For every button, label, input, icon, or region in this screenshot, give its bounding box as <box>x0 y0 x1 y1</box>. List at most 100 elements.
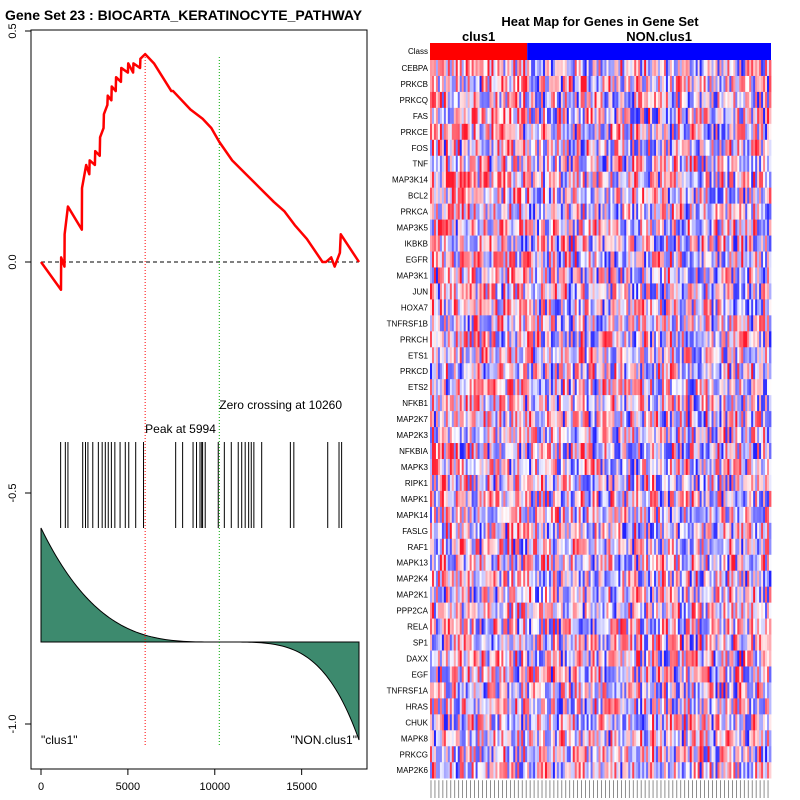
heatmap-cell <box>570 91 574 109</box>
heatmap-cell <box>699 267 703 284</box>
heatmap-cell <box>552 490 556 508</box>
heatmap-cell <box>535 363 538 380</box>
heatmap-cell <box>580 506 584 524</box>
heatmap-cell <box>747 283 750 300</box>
heatmap-cell <box>628 474 631 492</box>
heatmap-cell <box>695 379 699 396</box>
heatmap-cell <box>757 474 760 492</box>
heatmap-cell <box>592 187 595 204</box>
heatmap-cell <box>650 283 653 300</box>
heatmap-cell <box>431 411 435 428</box>
heatmap-cell <box>727 139 730 157</box>
heatmap-cell <box>548 219 552 236</box>
heatmap-cell <box>560 155 564 173</box>
heatmap-cell <box>715 395 718 412</box>
heatmap-cell <box>586 60 589 77</box>
heatmap-cell <box>703 60 706 77</box>
heatmap-cell <box>544 155 548 173</box>
heatmap-cell <box>622 490 625 508</box>
heatmap-cell <box>719 187 722 204</box>
heatmap-cell <box>535 299 538 316</box>
heatmap-cell <box>723 267 726 284</box>
heatmap-cell <box>594 60 597 77</box>
heatmap-cell <box>667 443 671 460</box>
heatmap-cell <box>634 315 637 332</box>
heatmap-cell <box>753 60 756 77</box>
heatmap-cell <box>683 411 687 428</box>
heatmap-cell <box>580 331 584 348</box>
heatmap-cell <box>535 60 538 77</box>
heatmap-cell <box>469 315 473 332</box>
heatmap-cell <box>596 283 599 300</box>
heatmap-cell <box>749 490 752 508</box>
heatmap-cell <box>487 235 490 252</box>
heatmap-cell <box>594 107 597 125</box>
heatmap-cell <box>683 123 687 141</box>
heatmap-cell <box>683 363 687 380</box>
heatmap-cell <box>661 427 665 444</box>
heatmap-cell <box>624 155 627 173</box>
heatmap-cell <box>630 490 633 508</box>
heatmap-cell <box>471 235 475 252</box>
heatmap-cell <box>713 91 716 109</box>
heatmap-cell <box>741 139 744 157</box>
heatmap-cell <box>489 315 492 332</box>
heatmap-cell <box>449 91 453 109</box>
heatmap-cell <box>749 91 752 109</box>
heatmap-cell <box>671 315 675 332</box>
heatmap-cell <box>602 363 605 380</box>
heatmap-cell <box>723 363 726 380</box>
heatmap-cell <box>479 363 482 380</box>
heatmap-cell <box>435 379 439 396</box>
heatmap-cell <box>673 171 677 188</box>
heatmap-cell <box>733 474 736 492</box>
heatmap-cell <box>560 411 564 428</box>
heatmap-cell <box>495 474 498 492</box>
heatmap-cell <box>656 427 659 444</box>
heatmap-cell <box>632 474 635 492</box>
heatmap-cell <box>507 155 510 173</box>
heatmap-cell <box>745 123 748 141</box>
heatmap-cell <box>634 411 637 428</box>
heatmap-cell <box>515 155 518 173</box>
heatmap-cell <box>451 60 455 77</box>
heatmap-cell <box>646 107 649 125</box>
heatmap-cell <box>539 171 542 188</box>
heatmap-cell <box>765 490 768 508</box>
heatmap-cell <box>646 235 649 252</box>
heatmap-cell <box>761 331 764 348</box>
heatmap-cell <box>596 363 599 380</box>
heatmap-cell <box>644 267 647 284</box>
heatmap-cell <box>592 443 595 460</box>
heatmap-cell <box>721 331 724 348</box>
heatmap-cell <box>616 251 619 268</box>
heatmap-cell <box>594 411 597 428</box>
heatmap-cell <box>537 155 540 173</box>
heatmap-cell <box>618 203 621 220</box>
heatmap-cell <box>469 60 473 77</box>
heatmap-cell <box>552 427 556 444</box>
heatmap-cell <box>620 506 623 524</box>
heatmap-cell <box>715 459 718 476</box>
heatmap-cell <box>497 171 500 188</box>
heatmap-cell <box>525 427 528 444</box>
heatmap-cell <box>642 347 645 364</box>
heatmap-cell <box>620 363 623 380</box>
heatmap-cell <box>596 235 599 252</box>
heatmap-cell <box>703 299 706 316</box>
heatmap-cell <box>693 395 697 412</box>
heatmap-cell <box>705 123 708 141</box>
heatmap-cell <box>437 75 441 93</box>
heatmap-cell <box>642 490 645 508</box>
heatmap-cell <box>747 331 750 348</box>
heatmap-cell <box>636 187 639 204</box>
heatmap-cell <box>467 155 471 173</box>
heatmap-cell <box>683 155 687 173</box>
heatmap-cell <box>600 283 603 300</box>
heatmap-cell <box>675 267 679 284</box>
heatmap-cell <box>572 363 576 380</box>
heatmap-cell <box>608 283 611 300</box>
heatmap-cell <box>503 315 506 332</box>
heatmap-cell <box>725 363 728 380</box>
heatmap-cell <box>441 267 445 284</box>
